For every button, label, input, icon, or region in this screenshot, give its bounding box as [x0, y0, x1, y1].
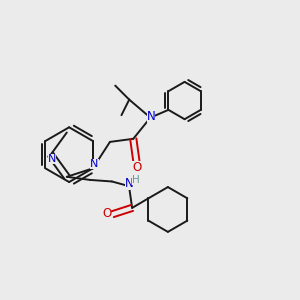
Text: N: N: [48, 154, 56, 164]
Text: H: H: [132, 175, 140, 185]
Text: N: N: [90, 159, 99, 169]
Text: O: O: [132, 161, 142, 174]
Text: N: N: [147, 110, 155, 123]
Text: O: O: [102, 207, 111, 220]
Text: N: N: [125, 176, 134, 190]
